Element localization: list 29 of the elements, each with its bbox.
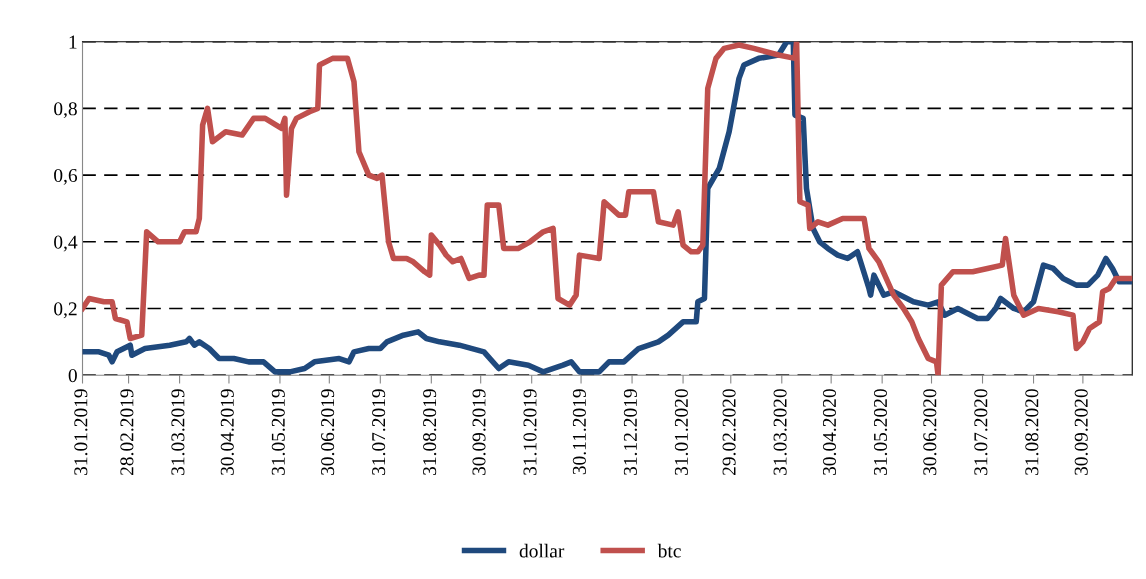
x-tick-label: 31.08.2019: [423, 389, 437, 475]
x-tick-label: 31.08.2020: [1025, 389, 1039, 475]
x-tick-label: 31.12.2019: [623, 389, 638, 475]
x-tick-label: 30.06.2019: [321, 389, 335, 475]
x-tick-label: 31.01.2020: [674, 389, 689, 475]
y-tick-label: 0,8: [54, 102, 77, 119]
x-tick-label: 30.09.2019: [472, 389, 486, 475]
x-tick-label: 30.11.2019: [572, 389, 587, 475]
x-tick-label: 31.05.2019: [271, 389, 285, 475]
y-tick-label: 0: [68, 369, 77, 383]
x-tick-label: 31.01.2019: [74, 389, 88, 475]
x-tick-label: 30.04.2020: [822, 389, 837, 475]
x-tick-label: 29.02.2020: [722, 389, 736, 476]
x-tick-label: 30.06.2020: [923, 389, 937, 475]
x-tick-label: 31.10.2019: [523, 389, 537, 475]
x-tick-label: 28.02.2019: [120, 389, 134, 476]
legend-label: dollar: [519, 543, 565, 558]
y-tick-label: 0,2: [54, 302, 77, 319]
x-tick-label: 30.04.2019: [220, 389, 234, 475]
y-tick-label: 0,4: [54, 235, 78, 252]
legend-label: btc: [657, 543, 681, 558]
x-tick-label: 31.05.2020: [873, 389, 888, 475]
x-tick-label: 31.07.2020: [974, 389, 988, 475]
y-tick-label: 1: [69, 35, 77, 49]
x-tick-label: 31.07.2019: [372, 389, 386, 475]
x-tick-label: 30.09.2020: [1074, 389, 1088, 475]
x-tick-label: 31.03.2019: [171, 389, 185, 475]
y-tick-label: 0,6: [54, 168, 78, 185]
x-tick-label: 31.03.2020: [773, 389, 787, 475]
